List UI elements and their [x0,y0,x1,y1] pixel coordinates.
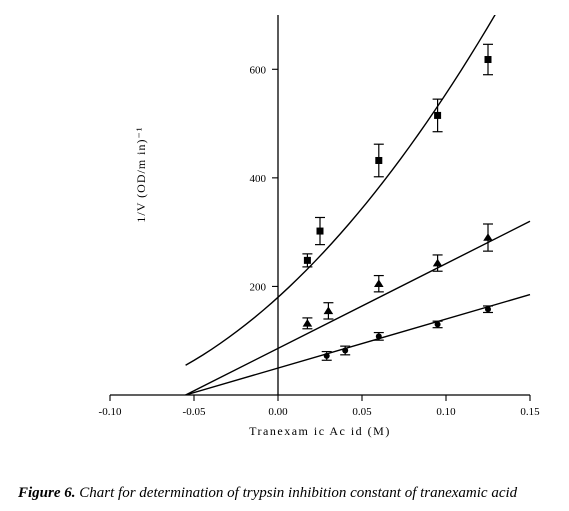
marker-triangle-icon [324,307,334,315]
figure-caption-text: Chart for determination of trypsin inhib… [76,485,518,501]
marker-square-icon [304,257,311,264]
figure-container: -0.10 -0.05 0.00 0.05 0.10 0.15 Tranexam ic Ac… [0,0,569,511]
x-tick-label: 0.15 [520,406,540,418]
marker-triangle-icon [303,319,313,327]
marker-circle-icon [435,321,441,327]
x-tick-label: -0.05 [183,406,206,418]
marker-square-icon [434,112,441,119]
figure-number: Figure 6. [18,485,76,501]
marker-triangle-icon [374,279,384,287]
marker-circle-icon [324,353,330,359]
series-series-top [302,44,493,267]
y-tick-label: 400 [250,173,267,185]
marker-square-icon [375,157,382,164]
marker-circle-icon [485,306,491,312]
x-axis-label: Tranexam ic Ac id (M) [249,424,391,438]
marker-square-icon [317,228,324,235]
fit-curves [186,0,530,395]
x-tick-label: 0.05 [352,406,372,418]
fit-series-top [186,0,530,365]
chart-svg: -0.10 -0.05 0.00 0.05 0.10 0.15 Tranexam ic Ac… [0,0,569,511]
y-tick-label: 600 [250,64,267,76]
marker-circle-icon [342,347,348,353]
y-axis-label: 1/V (OD/m in)⁻¹ [134,127,148,223]
figure-caption: Figure 6. Chart for determination of try… [18,484,551,503]
fit-series-middle [186,221,530,395]
x-tick-label: -0.10 [99,406,122,418]
y-tick-label: 200 [250,281,267,293]
marker-triangle-icon [483,233,493,241]
x-tick-label: 0.00 [268,406,288,418]
x-tick-label: 0.10 [436,406,456,418]
fit-series-bottom [186,295,530,395]
marker-circle-icon [376,333,382,339]
marker-triangle-icon [433,259,443,267]
marker-square-icon [485,56,492,63]
